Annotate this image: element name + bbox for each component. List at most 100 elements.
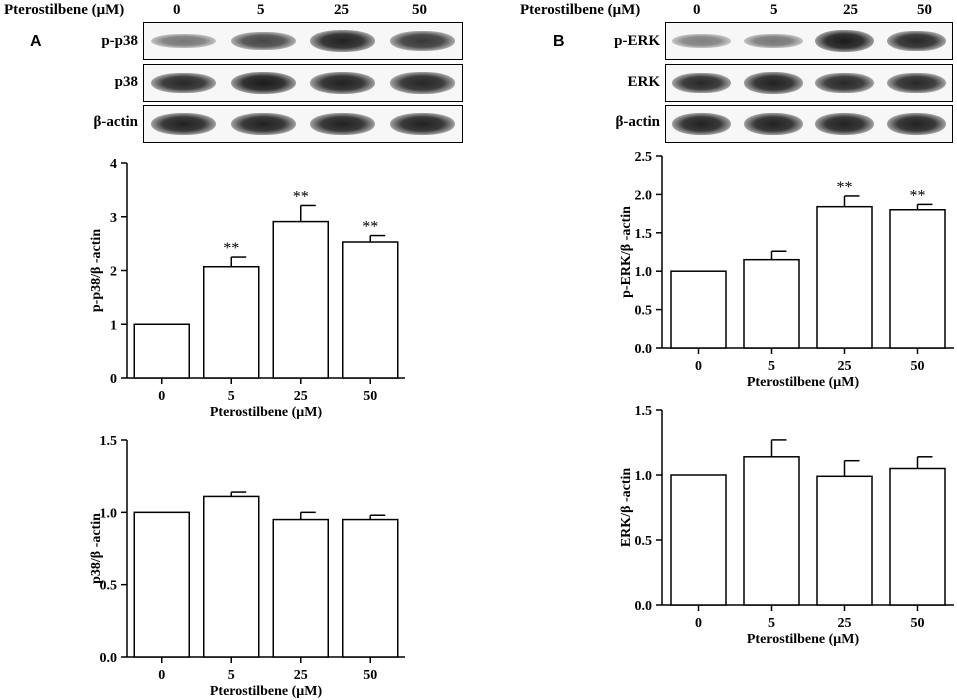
blot-label-beta-actin-a: β-actin — [93, 114, 138, 130]
x-tick-label: 50 — [911, 616, 925, 631]
y-tick-label: 2.5 — [635, 150, 653, 165]
bar — [272, 518, 329, 658]
y-axis-label: p-p38/β -actin — [89, 229, 104, 312]
bar — [133, 511, 190, 658]
significance-marker: ** — [293, 188, 309, 205]
x-tick-label: 25 — [838, 616, 852, 631]
significance-marker: ** — [837, 179, 853, 196]
blot-band — [230, 31, 296, 51]
bar — [816, 205, 873, 349]
x-tick-label: 50 — [363, 389, 377, 404]
dose-label-a-5: 5 — [257, 2, 265, 18]
x-tick-label: 0 — [158, 668, 165, 683]
x-tick-label: 0 — [695, 359, 702, 374]
x-tick-label: 5 — [228, 389, 235, 404]
blot-band — [743, 33, 803, 49]
x-tick-label: 0 — [158, 389, 165, 404]
x-tick-label: 25 — [294, 668, 308, 683]
blot-band — [230, 113, 296, 135]
bar — [272, 220, 329, 379]
y-tick-label: 1 — [110, 318, 117, 333]
blot-band — [389, 113, 455, 135]
blot-band — [672, 72, 732, 94]
x-axis-label: Pterostilbene (μM) — [747, 632, 860, 647]
bar — [670, 474, 727, 606]
x-tick-label: 25 — [838, 359, 852, 374]
y-tick-label: 4 — [110, 157, 117, 172]
y-tick-label: 1.0 — [635, 469, 653, 484]
blot-band — [743, 113, 803, 135]
panel-letter-a: A — [30, 33, 42, 50]
x-tick-label: 50 — [911, 359, 925, 374]
x-axis-label: Pterostilbene (μM) — [210, 405, 323, 420]
blot-band — [389, 31, 455, 51]
y-tick-label: 1.0 — [100, 506, 118, 521]
y-tick-label: 0.5 — [635, 534, 653, 549]
blot-band — [230, 72, 296, 94]
blot-strip-p-p38 — [143, 22, 463, 60]
dose-label-a-25: 25 — [334, 2, 349, 18]
blot-strip-beta-actin-b — [665, 105, 953, 143]
y-tick-label: 2.0 — [635, 188, 653, 203]
bar — [743, 456, 800, 606]
blot-band — [886, 72, 946, 94]
x-tick-label: 5 — [768, 359, 775, 374]
x-tick-label: 0 — [695, 616, 702, 631]
x-axis-label: Pterostilbene (μM) — [210, 684, 323, 699]
x-tick-label: 50 — [363, 668, 377, 683]
treatment-label-b: Pterostilbene (μM) — [520, 2, 641, 18]
significance-marker: ** — [910, 187, 926, 204]
dose-label-a-50: 50 — [412, 2, 427, 18]
blot-band — [310, 72, 376, 94]
blot-strip-beta-actin-a — [143, 105, 463, 143]
blot-band — [389, 72, 455, 94]
dose-label-b-50: 50 — [917, 2, 932, 18]
bar — [342, 241, 399, 379]
blot-band — [310, 30, 376, 52]
bar — [133, 323, 190, 379]
bar — [342, 518, 399, 658]
blot-band — [310, 113, 376, 135]
blot-band — [815, 72, 875, 94]
y-tick-label: 1.5 — [635, 404, 653, 419]
y-tick-label: 0.5 — [100, 579, 118, 594]
y-tick-label: 0.5 — [635, 304, 653, 319]
y-tick-label: 0.0 — [635, 342, 653, 357]
dose-label-b-5: 5 — [770, 2, 778, 18]
x-tick-label: 25 — [294, 389, 308, 404]
y-tick-label: 0 — [110, 372, 117, 387]
blot-band — [743, 72, 803, 94]
x-tick-label: 5 — [768, 616, 775, 631]
blot-label-erk: ERK — [627, 74, 660, 90]
x-tick-label: 5 — [228, 668, 235, 683]
blot-label-beta-actin-b: β-actin — [615, 114, 660, 130]
blot-band — [886, 30, 946, 52]
blot-band — [151, 33, 217, 49]
y-tick-label: 3 — [110, 211, 117, 226]
blot-band — [815, 30, 875, 52]
y-axis-label: p-ERK/β -actin — [619, 206, 634, 298]
y-tick-label: 1.0 — [635, 265, 653, 280]
dose-label-b-0: 0 — [693, 2, 701, 18]
blot-strip-p-erk — [665, 22, 953, 60]
blot-label-p38: p38 — [114, 74, 138, 90]
significance-marker: ** — [362, 219, 378, 236]
blot-band — [886, 113, 946, 135]
blot-band — [672, 34, 732, 48]
y-axis-label: p38/β -actin — [89, 513, 104, 584]
treatment-label-a: Pterostilbene (μM) — [4, 2, 125, 18]
blot-label-p-p38: p-p38 — [101, 33, 138, 49]
blot-band — [815, 113, 875, 135]
x-axis-label: Pterostilbene (μM) — [747, 375, 860, 390]
y-tick-label: 0.0 — [100, 651, 118, 666]
blot-strip-p38 — [143, 64, 463, 102]
y-tick-label: 1.5 — [100, 434, 118, 449]
blot-band — [151, 72, 217, 94]
dose-label-b-25: 25 — [843, 2, 858, 18]
bar — [816, 475, 873, 606]
bar — [203, 495, 260, 658]
y-tick-label: 1.5 — [635, 227, 653, 242]
significance-marker: ** — [223, 240, 239, 257]
bar — [743, 258, 800, 349]
blot-band — [151, 113, 217, 135]
